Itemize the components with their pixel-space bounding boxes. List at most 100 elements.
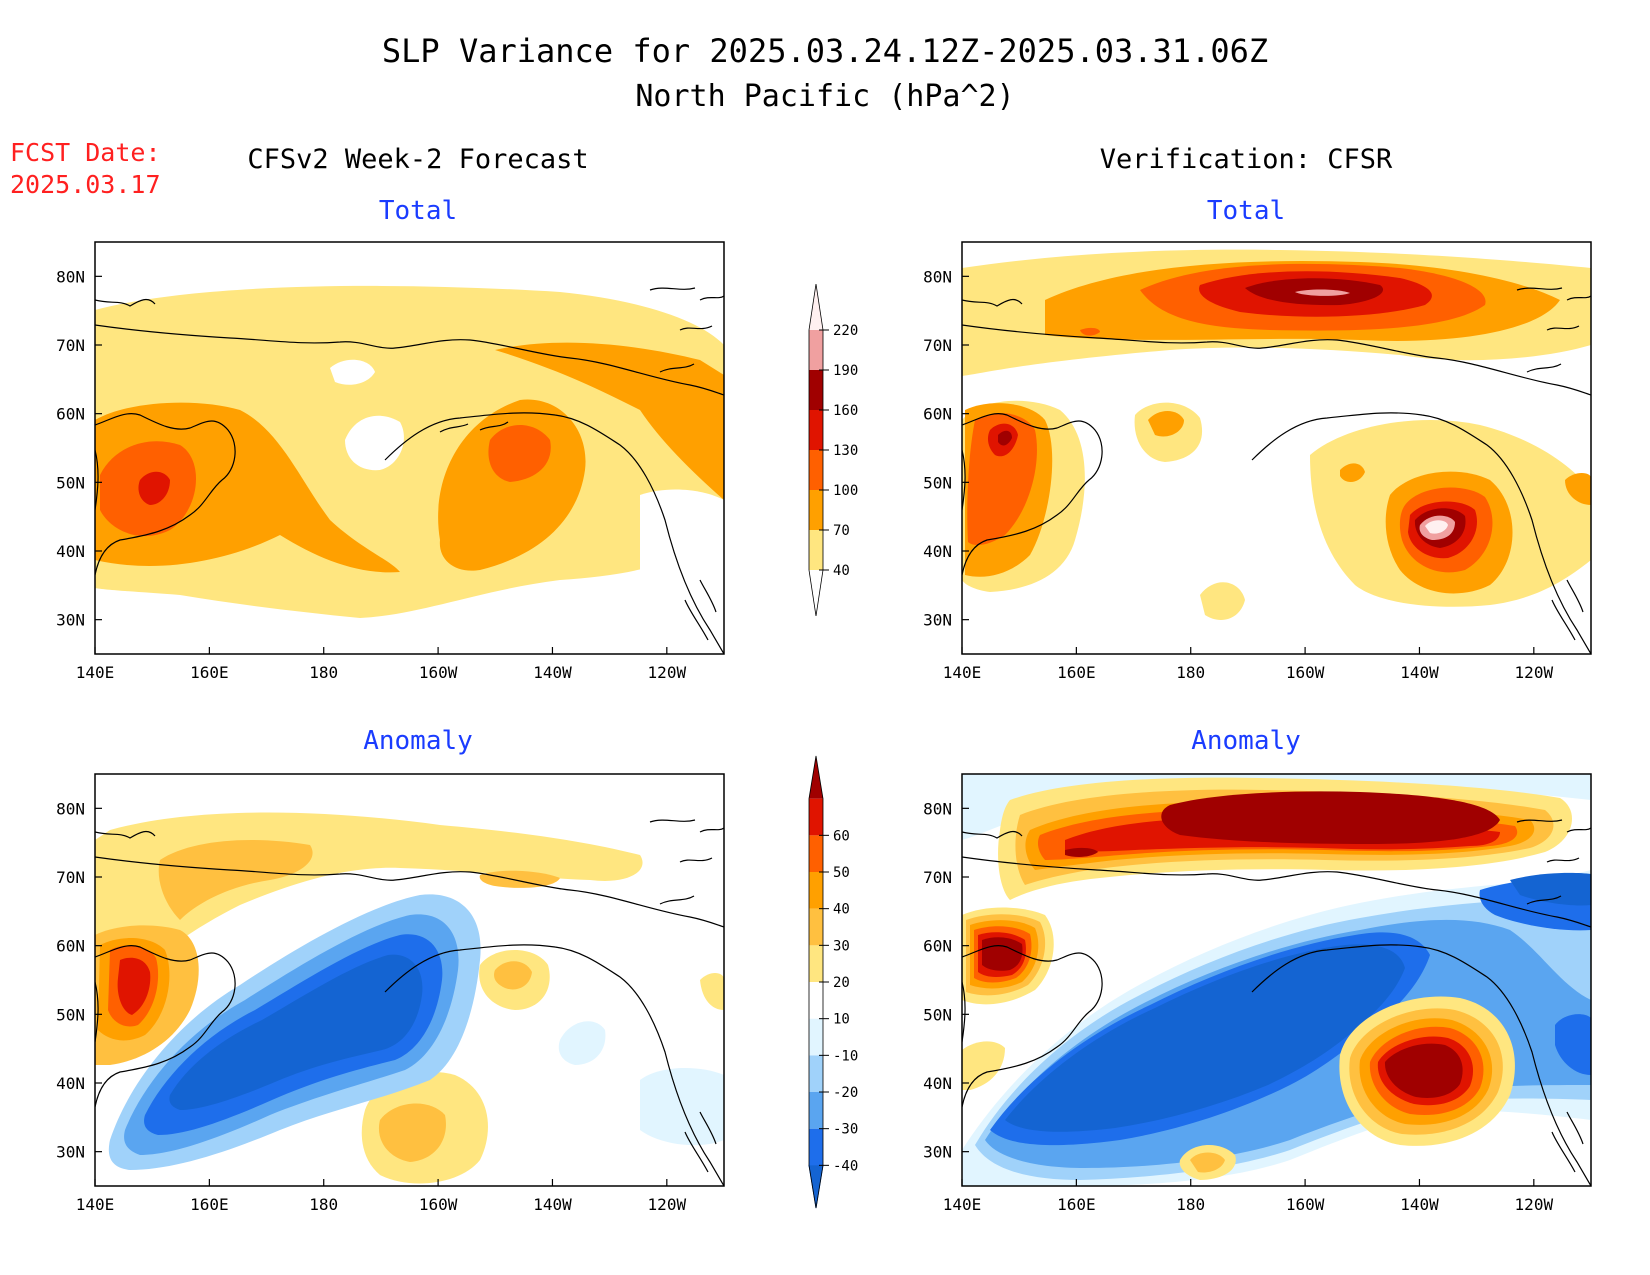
lat-tick-label: 60N xyxy=(56,405,85,424)
colorbar-anomaly-tick-label: 40 xyxy=(833,902,850,918)
colorbar-anomaly-tick-label: -20 xyxy=(833,1085,858,1101)
panel-verification-anomaly xyxy=(961,773,1592,1187)
lat-tick-label: 80N xyxy=(923,267,952,286)
lon-tick-label: 180 xyxy=(309,1195,338,1214)
colorbar-total-swatch xyxy=(809,570,823,616)
colorbar-anomaly-tick-label: 20 xyxy=(833,975,850,991)
lon-tick-label: 140E xyxy=(76,1195,115,1214)
lat-tick-label: 30N xyxy=(923,611,952,630)
lon-tick-label: 160W xyxy=(1286,663,1325,682)
colorbar-anomaly: -40 -30 -20 -10 10 20 30 40 50 60 xyxy=(808,755,858,1209)
lon-tick-label: 180 xyxy=(1176,1195,1205,1214)
lon-tick-label: 160W xyxy=(1286,1195,1325,1214)
lon-tick-label: 140W xyxy=(1400,1195,1439,1214)
lat-tick-label: 40N xyxy=(923,542,952,561)
panel-title-forecast-anomaly: Anomaly xyxy=(363,726,473,756)
lon-tick-label: 140W xyxy=(533,663,572,682)
axis-ticks-forecast-total: 140E 160E 180 160W 140W 120W 30N 40N 50N 60N 70N 80… xyxy=(56,267,686,682)
main-title: SLP Variance for 2025.03.24.12Z-2025.03.… xyxy=(382,32,1268,70)
lat-tick-label: 80N xyxy=(56,799,85,818)
axis-ticks-verification-total: 140E 160E 180 160W 140W 120W 30N 40N 50N 60N 70N 80… xyxy=(923,267,1553,682)
filled-contours-forecast-total xyxy=(95,285,724,654)
lat-tick-label: 60N xyxy=(923,937,952,956)
main-subtitle: North Pacific (hPa^2) xyxy=(635,79,1014,114)
colorbar-total-swatch xyxy=(809,330,823,370)
axis-ticks-forecast-anomaly: 140E 160E 180 160W 140W 120W 30N 40N 50N 60N 70N 80… xyxy=(56,799,686,1214)
lon-tick-label: 160E xyxy=(1057,1195,1096,1214)
colorbar-anomaly-outline xyxy=(808,755,824,1209)
panel-title-verification-anomaly: Anomaly xyxy=(1191,726,1301,756)
lon-tick-label: 160E xyxy=(190,1195,229,1214)
colorbar-anomaly-tick-label: 60 xyxy=(833,828,850,844)
lat-tick-label: 40N xyxy=(56,542,85,561)
colorbar-total-swatch xyxy=(809,490,823,530)
lon-tick-label: 120W xyxy=(1515,663,1554,682)
axes-layer: 140E 160E 180 160W 140W 120W 30N 40N 50N 60N 70N 80… xyxy=(56,267,1553,1214)
lon-tick-label: 120W xyxy=(648,663,687,682)
colorbar-anomaly-swatch xyxy=(809,756,823,799)
panel-title-forecast-total: Total xyxy=(379,196,457,226)
colorbar-anomaly-swatch xyxy=(809,1092,823,1129)
colorbar-anomaly-swatch xyxy=(809,908,823,946)
coastline-verification-anomaly xyxy=(962,819,1591,1186)
colorbar-anomaly-swatch xyxy=(809,872,823,909)
colorbar-total: 40 70 100 130 160 190 220 xyxy=(808,283,858,617)
colorbar-total-tick-label: 130 xyxy=(833,443,858,459)
lat-tick-label: 50N xyxy=(923,1005,952,1024)
lat-tick-label: 70N xyxy=(56,868,85,887)
forecast-date-value: 2025.03.17 xyxy=(10,170,161,199)
filled-contours-verification-anomaly xyxy=(962,774,1591,1186)
lon-tick-label: 160W xyxy=(419,1195,458,1214)
lat-tick-label: 40N xyxy=(923,1074,952,1093)
lat-tick-label: 70N xyxy=(56,336,85,355)
lat-tick-label: 40N xyxy=(56,1074,85,1093)
lat-tick-label: 80N xyxy=(923,799,952,818)
lon-tick-label: 120W xyxy=(1515,1195,1554,1214)
lat-tick-label: 80N xyxy=(56,267,85,286)
column-title-forecast: CFSv2 Week-2 Forecast xyxy=(247,144,588,175)
colorbar-total-tick-label: 190 xyxy=(833,363,858,379)
forecast-date-label: FCST Date: xyxy=(10,138,161,167)
axis-ticks-verification-anomaly: 140E 160E 180 160W 140W 120W 30N 40N 50N 60N 70N 80… xyxy=(923,799,1553,1214)
colorbar-total-swatch xyxy=(809,370,823,410)
coastline-forecast-total xyxy=(95,287,724,654)
colorbar-total-tick-label: 160 xyxy=(833,403,858,419)
lon-tick-label: 140E xyxy=(943,1195,982,1214)
coastline-verification-total xyxy=(962,287,1591,654)
lon-tick-label: 120W xyxy=(648,1195,687,1214)
colorbar-anomaly-swatch xyxy=(809,1018,823,1056)
colorbar-total-tick-label: 70 xyxy=(833,523,850,539)
lat-tick-label: 60N xyxy=(56,937,85,956)
lon-tick-label: 180 xyxy=(1176,663,1205,682)
lat-tick-label: 30N xyxy=(56,1143,85,1162)
filled-contours-verification-total xyxy=(962,249,1591,620)
colorbar-total-swatch xyxy=(809,450,823,490)
colorbar-anomaly-swatch xyxy=(809,798,823,836)
colorbar-anomaly-tick-label: 50 xyxy=(833,865,850,881)
lat-tick-label: 70N xyxy=(923,868,952,887)
colorbar-total-tick-label: 220 xyxy=(833,323,858,339)
lon-tick-label: 160E xyxy=(190,663,229,682)
panel-forecast-total xyxy=(94,241,725,655)
lon-tick-label: 180 xyxy=(309,663,338,682)
colorbar-anomaly-tick-label: 10 xyxy=(833,1012,850,1028)
colorbar-anomaly-swatch xyxy=(809,945,823,982)
colorbar-anomaly-swatch xyxy=(808,1164,824,1209)
colorbar-total-swatch xyxy=(809,530,823,570)
panel-forecast-anomaly xyxy=(94,773,725,1187)
colorbar-total-tick-label: 40 xyxy=(833,563,850,579)
lon-tick-label: 140W xyxy=(533,1195,572,1214)
lon-tick-label: 160E xyxy=(1057,663,1096,682)
colorbar-anomaly-swatch xyxy=(809,1055,823,1092)
lat-tick-label: 30N xyxy=(923,1143,952,1162)
panel-verification-total xyxy=(961,241,1592,655)
colorbar-total-tick-label: 100 xyxy=(833,483,858,499)
lon-tick-label: 140E xyxy=(76,663,115,682)
column-title-verification: Verification: CFSR xyxy=(1100,144,1393,175)
lon-tick-label: 140E xyxy=(943,663,982,682)
colorbar-total-swatch xyxy=(809,410,823,450)
colorbar-anomaly-swatch xyxy=(809,1128,823,1166)
panel-title-verification-total: Total xyxy=(1207,196,1285,226)
colorbar-anomaly-swatch xyxy=(809,835,823,872)
